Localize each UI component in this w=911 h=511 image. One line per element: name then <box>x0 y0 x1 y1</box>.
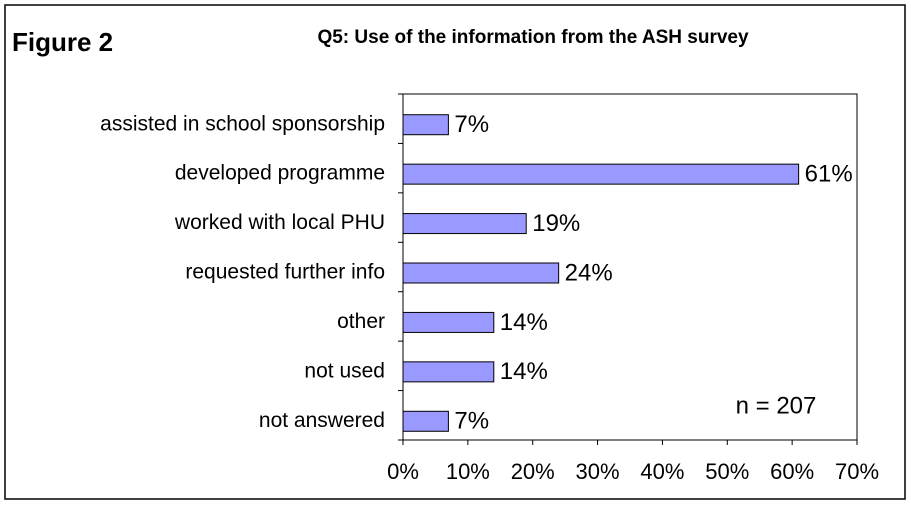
bar <box>402 163 800 185</box>
x-tick-label: 60% <box>770 459 814 484</box>
y-tick-label: developed programme <box>175 162 385 185</box>
y-tick-label: worked with local PHU <box>174 211 385 234</box>
data-label: 24% <box>565 259 613 286</box>
data-label: 7% <box>454 408 489 435</box>
data-label: 14% <box>500 358 548 385</box>
y-tick-label: requested further info <box>185 261 385 284</box>
x-tick-label: 30% <box>576 459 620 484</box>
bar <box>402 213 527 235</box>
data-label: 19% <box>532 210 580 237</box>
x-tick-label: 0% <box>387 459 419 484</box>
y-tick-label: not used <box>304 359 385 382</box>
data-label: 7% <box>454 111 489 138</box>
data-label: 61% <box>805 160 853 187</box>
bar <box>402 311 495 333</box>
x-tick-label: 10% <box>446 459 490 484</box>
bar <box>402 410 449 432</box>
bar <box>402 262 560 284</box>
annotation: n = 207 <box>736 392 817 419</box>
x-tick-label: 70% <box>835 459 879 484</box>
bar <box>402 114 449 136</box>
figure-label: Figure 2 <box>12 27 113 57</box>
y-tick-label: assisted in school sponsorship <box>100 112 385 135</box>
y-tick-label: other <box>337 310 385 333</box>
x-tick-label: 20% <box>511 459 555 484</box>
y-tick-label: not answered <box>259 409 385 432</box>
bar <box>402 361 495 383</box>
chart-title: Q5: Use of the information from the ASH … <box>317 27 749 48</box>
x-tick-label: 40% <box>640 459 684 484</box>
data-label: 14% <box>500 309 548 336</box>
x-tick-label: 50% <box>705 459 749 484</box>
